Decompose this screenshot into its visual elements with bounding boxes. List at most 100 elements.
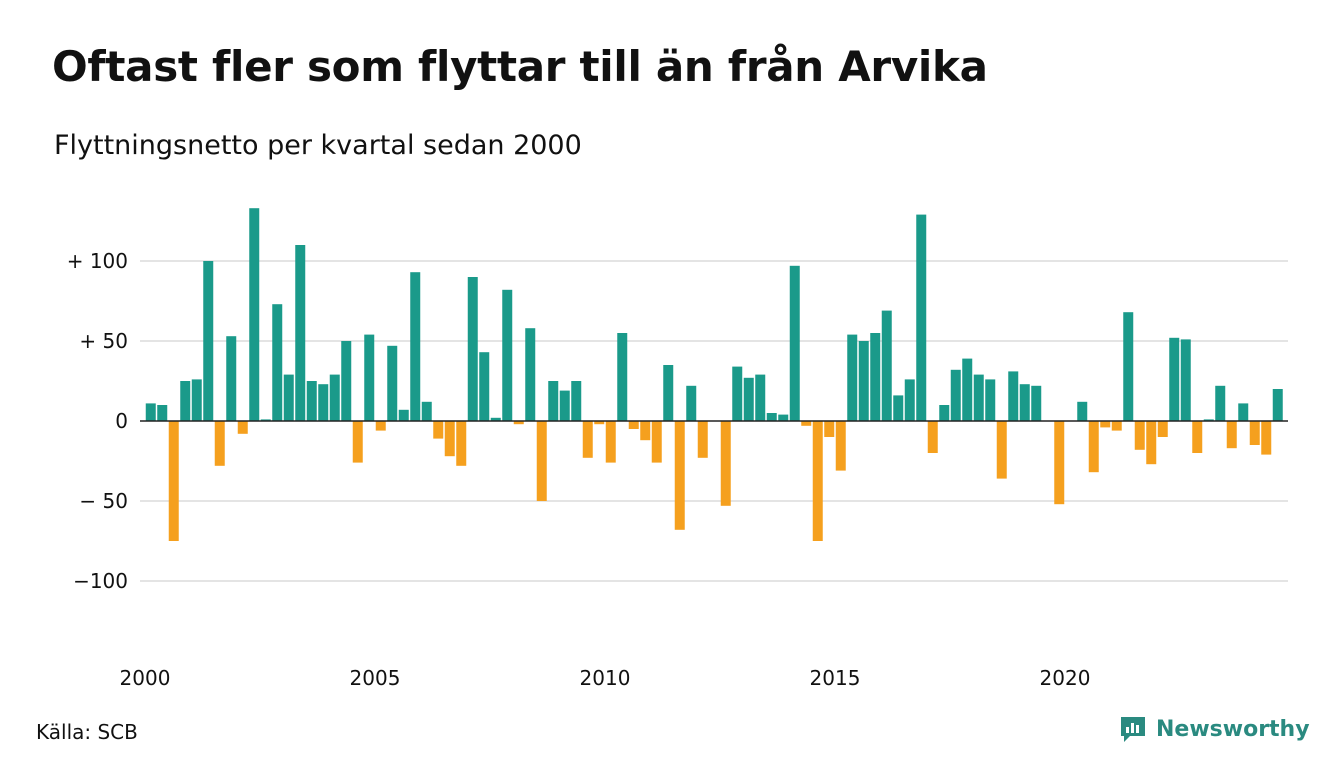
bar	[778, 414, 789, 421]
bar	[352, 421, 363, 463]
bar	[398, 409, 409, 421]
x-tick-label: 2015	[810, 666, 861, 690]
bar	[525, 328, 536, 421]
bar	[801, 421, 812, 426]
bar	[962, 358, 973, 421]
bar	[686, 385, 697, 421]
bar	[950, 369, 961, 421]
bar	[548, 381, 559, 421]
brand: Newsworthy	[1118, 714, 1310, 744]
bar	[145, 403, 156, 421]
bar	[824, 421, 835, 437]
bar	[651, 421, 662, 463]
bar	[1249, 421, 1260, 445]
bar	[1111, 421, 1122, 431]
bar	[502, 289, 513, 421]
bar	[893, 395, 904, 421]
bar	[272, 304, 283, 421]
bar	[1215, 385, 1226, 421]
bar	[812, 421, 823, 541]
chart-title: Oftast fler som flyttar till än från Arv…	[52, 42, 988, 91]
bar	[157, 405, 168, 421]
x-tick-label: 2020	[1040, 666, 1091, 690]
bar	[916, 214, 927, 421]
bar	[904, 379, 915, 421]
chart-subtitle: Flyttningsnetto per kvartal sedan 2000	[54, 130, 582, 161]
bar	[1169, 337, 1180, 421]
bar	[605, 421, 616, 463]
bar	[927, 421, 938, 453]
bar	[674, 421, 685, 530]
bar	[640, 421, 651, 441]
bar	[766, 413, 777, 421]
bar	[444, 421, 455, 457]
bar	[191, 379, 202, 421]
bar	[387, 345, 398, 421]
y-tick-label: − 50	[79, 489, 128, 513]
bar	[1272, 389, 1283, 421]
grid-lines	[140, 260, 1288, 582]
x-tick-label: 2005	[350, 666, 401, 690]
bar	[513, 421, 524, 425]
y-tick-label: + 50	[79, 329, 128, 353]
bar	[1077, 401, 1088, 421]
bar	[168, 421, 179, 541]
bar	[1146, 421, 1157, 465]
bar	[1123, 312, 1134, 421]
bar	[1008, 371, 1019, 421]
bar	[203, 261, 214, 421]
bar	[1088, 421, 1099, 473]
bar	[283, 374, 294, 421]
bar	[732, 366, 743, 421]
bar	[985, 379, 996, 421]
bar	[582, 421, 593, 458]
bar	[881, 310, 892, 421]
bar	[847, 334, 858, 421]
bar	[1226, 421, 1237, 449]
bar	[1261, 421, 1272, 455]
bar	[835, 421, 846, 471]
bar	[490, 417, 501, 421]
bar	[1100, 421, 1111, 428]
bar	[559, 390, 570, 421]
bar	[1203, 419, 1214, 421]
x-tick-label: 2010	[580, 666, 631, 690]
bars	[145, 208, 1283, 541]
bar	[180, 381, 191, 421]
bar	[617, 333, 628, 421]
bar	[364, 334, 375, 421]
bar	[295, 245, 306, 421]
bar	[789, 265, 800, 421]
newsworthy-logo-icon	[1121, 717, 1145, 742]
bar	[456, 421, 467, 466]
bar	[697, 421, 708, 458]
y-tick-label: + 100	[67, 249, 128, 273]
bar	[1031, 385, 1042, 421]
bar	[870, 333, 881, 421]
bar	[536, 421, 547, 501]
bar	[260, 419, 271, 421]
bar	[421, 401, 432, 421]
bar	[996, 421, 1007, 479]
y-tick-label: −100	[73, 569, 128, 593]
bar	[237, 421, 248, 434]
bar	[1019, 384, 1030, 421]
y-tick-label: 0	[115, 409, 128, 433]
bar	[1134, 421, 1145, 450]
bar	[249, 208, 260, 421]
bar	[306, 381, 317, 421]
bar	[858, 341, 869, 421]
bar	[410, 272, 421, 421]
bar	[467, 277, 478, 421]
y-axis-ticks: + 100 + 50 0 − 50 −100	[67, 249, 128, 593]
bar	[1192, 421, 1203, 453]
x-tick-label: 2000	[120, 666, 171, 690]
bar	[1180, 339, 1191, 421]
bar	[1157, 421, 1168, 437]
bar	[628, 421, 639, 429]
x-axis-ticks: 2000 2005 2010 2015 2020	[120, 666, 1091, 690]
bar	[375, 421, 386, 431]
bar	[973, 374, 984, 421]
bar	[341, 341, 352, 421]
